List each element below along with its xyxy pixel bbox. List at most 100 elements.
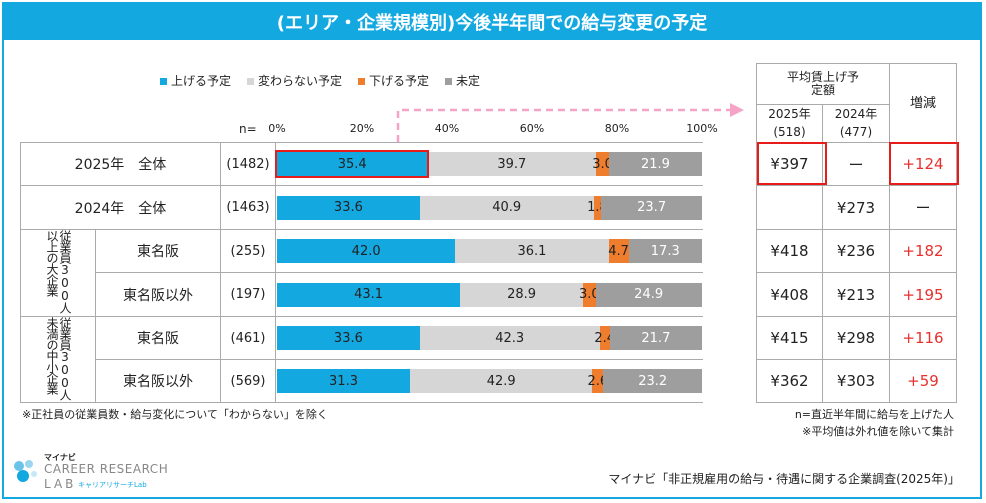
bar-same: 28.9 — [460, 282, 583, 307]
bar-same: 42.3 — [419, 326, 600, 350]
bar-value-label: 24.9 — [634, 287, 664, 302]
table-cell-2025: ¥397 — [770, 155, 809, 173]
bar-undecided: 17.3 — [628, 239, 702, 263]
bar-value-label: 28.9 — [507, 287, 537, 302]
logo-line2: LAB — [44, 477, 77, 491]
table-cell-diff: ー — [915, 199, 931, 217]
bar-value-label: 23.2 — [638, 373, 668, 389]
row-label: 東名阪 — [137, 244, 179, 260]
bar-value-label: 39.7 — [497, 156, 527, 172]
table-grid — [756, 229, 956, 230]
bar-value-label: 33.6 — [333, 200, 363, 215]
table-grid — [756, 63, 757, 403]
table-cell-diff: +124 — [902, 155, 944, 173]
table-cell-2024: ¥236 — [836, 242, 876, 260]
row-n: (255) — [230, 243, 266, 259]
bar-value-label: 4.7 — [608, 243, 629, 259]
bar-lower: 2.6 — [588, 369, 608, 393]
chart-title: (エリア・企業規模別)今後半年間での給与変更の予定 — [4, 4, 980, 40]
bar-undecided: 23.2 — [603, 369, 702, 393]
grid-line — [275, 142, 276, 403]
table-n-2025: (518) — [773, 125, 806, 139]
bar-raise: 42.0 — [277, 239, 456, 263]
grid-line — [95, 272, 703, 273]
table-grid — [756, 316, 956, 317]
table-n-2024: (477) — [839, 125, 873, 139]
table-col-2025: 2025年 — [768, 106, 811, 121]
bar-undecided: 24.9 — [595, 282, 702, 307]
legend-item-lower: 下げる予定 — [358, 72, 429, 89]
bar-value-label: 21.7 — [641, 330, 671, 346]
bar-lower: 4.7 — [608, 239, 629, 263]
logo-mark-icon — [14, 460, 37, 482]
bar-lower: 1.8 — [587, 195, 608, 220]
table-cell-diff: +116 — [902, 329, 944, 347]
table-cell-2025: ¥362 — [770, 372, 809, 390]
table-col-2024: 2024年 — [834, 106, 878, 121]
logo-sub: キャリアリサーチLab — [78, 481, 147, 489]
bar-same: 42.9 — [410, 369, 593, 393]
row-n: (569) — [230, 373, 266, 389]
table-cell-2024: ¥213 — [836, 285, 876, 304]
row-label: 東名阪 — [137, 331, 179, 347]
bar-value-label: 35.4 — [337, 156, 367, 172]
bar-value-label: 17.3 — [650, 243, 680, 259]
logo: マイナビ CAREER RESEARCH LAB キャリアリサーチLab — [12, 452, 172, 494]
bar-value-label: 42.0 — [351, 243, 381, 259]
table-cell-2025: ¥418 — [770, 242, 809, 260]
highlight-box-diff — [889, 142, 959, 185]
grid-line — [95, 359, 703, 360]
row-n: (1463) — [226, 200, 270, 215]
table-header-avg: 平均賃上げ予定額 — [786, 70, 859, 97]
bar-value-label: 43.1 — [354, 287, 384, 302]
bar-value-label: 33.6 — [333, 330, 363, 346]
bar-raise: 33.6 — [277, 195, 420, 220]
table-cell-2024: ¥303 — [836, 372, 876, 390]
bar-raise: 33.6 — [277, 326, 420, 350]
bar-value-label: 31.3 — [329, 373, 358, 389]
grid-line — [20, 185, 703, 186]
bar-lower: 2.4 — [594, 326, 615, 350]
grid-line — [220, 142, 221, 403]
n-prefix: n= — [239, 122, 257, 136]
bar-same: 39.7 — [427, 152, 597, 176]
group-label-small: 従業員300人未満の中小企業 — [45, 317, 72, 400]
tick-80: 80% — [604, 122, 630, 135]
bar-lower: 3.0 — [579, 282, 600, 307]
table-cell-diff: +59 — [907, 372, 939, 390]
row-label: 東名阪以外 — [123, 374, 193, 390]
bar-same: 40.9 — [419, 195, 594, 220]
bar-value-label: 3.0 — [592, 156, 613, 172]
table-grid — [889, 63, 890, 403]
bar-value-label: 40.9 — [492, 200, 522, 215]
bar-raise: 43.1 — [277, 282, 461, 307]
bar-undecided: 21.7 — [609, 326, 702, 350]
table-cell-diff: +195 — [902, 285, 944, 304]
table-cell-diff: +182 — [902, 242, 944, 260]
table-cell-2025: ¥408 — [770, 285, 809, 304]
table-grid — [756, 185, 956, 186]
table-grid — [756, 142, 956, 143]
bar-value-label: 36.1 — [517, 243, 547, 259]
grid-line — [95, 229, 96, 403]
legend-item-undecided: 未定 — [445, 72, 480, 89]
footnote-right-1: n=直近半年間に給与を上げた人 — [794, 408, 954, 421]
legend: 上げる予定 変わらない予定 下げる予定 未定 — [160, 72, 480, 89]
row-label: 2024年 全体 — [74, 200, 167, 217]
row-n: (461) — [230, 330, 266, 346]
table-grid — [822, 104, 823, 403]
table-grid — [756, 63, 956, 64]
bar-raise: 35.4 — [277, 152, 428, 176]
grid-line — [20, 142, 703, 143]
table-header-diff: 増減 — [909, 95, 936, 111]
table-cell-2025 — [757, 186, 822, 229]
table-cell-2025: ¥415 — [770, 329, 809, 347]
footnote-left: ※正社員の従業員数・給与変化について「わからない」を除く — [22, 408, 328, 421]
row-n: (1482) — [226, 156, 270, 172]
bar-value-label: 21.9 — [640, 156, 670, 172]
table-grid — [756, 272, 956, 273]
tick-0: 0% — [268, 122, 286, 135]
source-note: マイナビ「非正規雇用の給与・待遇に関する企業調査(2025年)」 — [608, 472, 960, 486]
bar-value-label: 42.3 — [495, 330, 525, 346]
